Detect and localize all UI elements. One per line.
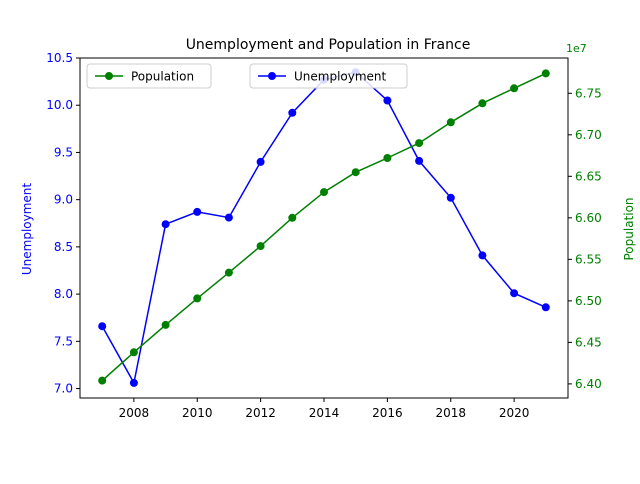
- population-point: [129, 348, 138, 357]
- x-tick-label: 2010: [182, 406, 213, 420]
- population-point: [98, 376, 107, 385]
- legend-box: [249, 63, 408, 89]
- unemployment-point: [129, 378, 138, 387]
- legend-label: Unemployment: [294, 70, 387, 84]
- left-tick-label: 10.5: [46, 51, 73, 65]
- left-tick-label: 9.5: [54, 145, 73, 159]
- unemployment-point: [161, 220, 170, 229]
- unemployment-legend: Unemployment: [249, 63, 408, 89]
- population-point: [193, 294, 202, 303]
- population-point: [351, 168, 360, 177]
- unemployment-point: [415, 156, 424, 165]
- legend-label: Population: [131, 70, 194, 84]
- legend-box: [86, 63, 212, 89]
- axes-layer: 2008 2010 2012 2014 2016 2018 2020 7.0 7.5 8.0 8.5…: [46, 51, 601, 420]
- unemployment-point: [98, 322, 107, 331]
- legend-marker-swatch: [105, 72, 113, 80]
- unemployment-point: [193, 207, 202, 216]
- x-tick-label: 2012: [245, 406, 276, 420]
- population-point: [541, 69, 550, 78]
- right-tick-label: 6.70: [575, 128, 602, 142]
- x-tick-label: 2018: [435, 406, 466, 420]
- right-tick-label: 6.50: [575, 294, 602, 308]
- left-tick-label: 7.0: [54, 382, 73, 396]
- population-point: [478, 99, 487, 108]
- unemployment-series-line: [101, 71, 547, 386]
- left-tick-label: 9.0: [54, 193, 73, 207]
- unemployment-point: [288, 108, 297, 117]
- right-tick-label: 6.75: [575, 86, 602, 100]
- unemployment-point: [510, 289, 519, 298]
- chart-title: Unemployment and Population in France: [186, 37, 471, 53]
- right-axis-label: Population: [622, 197, 636, 260]
- unemployment-point: [541, 303, 550, 312]
- x-tick-label: 2008: [119, 406, 150, 420]
- series-layer: [98, 68, 550, 387]
- population-point: [446, 118, 455, 127]
- unemployment-point: [478, 251, 487, 260]
- population-point: [320, 188, 328, 197]
- right-tick-label: 6.55: [575, 252, 602, 266]
- unemployment-point: [256, 157, 265, 166]
- x-tick-label: 2014: [309, 406, 340, 420]
- left-tick-label: 10.0: [46, 98, 73, 112]
- left-tick-label: 8.5: [54, 240, 73, 254]
- right-tick-label: 6.60: [575, 211, 602, 225]
- right-axis-offset-text: 1e7: [566, 42, 587, 55]
- x-tick-label: 2016: [372, 406, 403, 420]
- legend-layer: Population Unemployment: [86, 63, 408, 89]
- population-point: [415, 139, 424, 148]
- population-point: [383, 154, 392, 162]
- right-tick-label: 6.65: [575, 169, 602, 183]
- right-tick-label: 6.40: [575, 377, 602, 391]
- left-tick-label: 8.0: [54, 287, 73, 301]
- right-tick-label: 6.45: [575, 335, 602, 349]
- population-point: [510, 84, 519, 93]
- population-point: [224, 268, 233, 277]
- unemployment-point: [383, 96, 392, 105]
- x-tick-label: 2020: [499, 406, 530, 420]
- population-legend: Population: [86, 63, 212, 89]
- population-series-line: [101, 72, 547, 382]
- population-point: [288, 213, 297, 222]
- unemployment-point: [224, 213, 233, 222]
- legend-marker-swatch: [268, 72, 276, 80]
- left-axis-label: Unemployment: [20, 183, 34, 276]
- left-tick-label: 7.5: [54, 334, 73, 348]
- population-point: [161, 320, 170, 329]
- population-point: [256, 242, 265, 251]
- unemployment-point: [446, 193, 455, 202]
- plot-frame: [79, 57, 569, 399]
